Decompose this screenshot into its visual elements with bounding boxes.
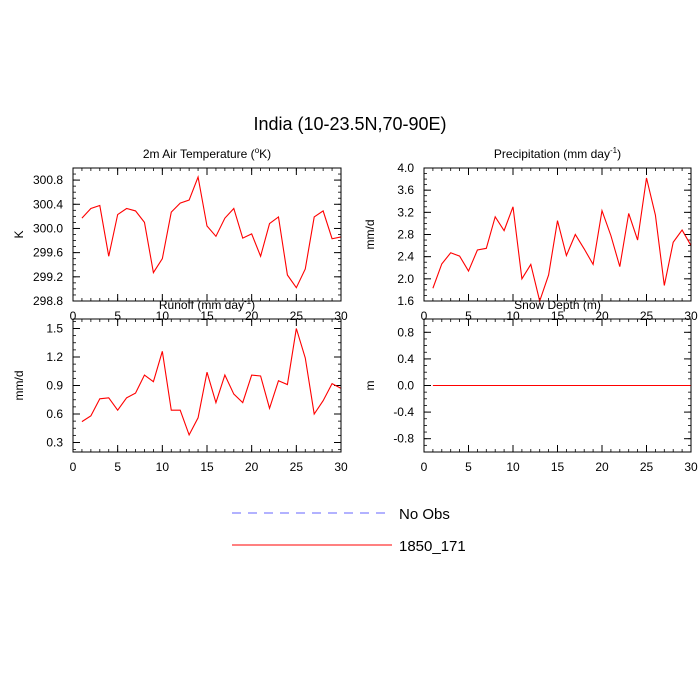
plot-frame	[423, 167, 692, 302]
x-tick-label: 15	[200, 460, 214, 474]
y-tick-label: 300.8	[33, 173, 63, 187]
x-tick-label: 5	[114, 460, 121, 474]
x-tick-label: 10	[156, 460, 170, 474]
panel-title-part: )	[617, 147, 621, 161]
panel-title-part: Precipitation (mm day	[494, 147, 610, 161]
panel-title: Runoff (mm day-1)	[159, 297, 255, 312]
y-tick-label: 2.8	[397, 228, 414, 242]
panel-title-part: 2m Air Temperature (	[143, 147, 255, 161]
y-tick-label: 0.0	[397, 379, 414, 393]
panel-title-part: Snow Depth (m)	[514, 298, 601, 312]
x-tick-label: 15	[551, 460, 565, 474]
x-tick-label: 30	[684, 460, 698, 474]
panel-title: Snow Depth (m)	[514, 298, 601, 312]
x-tick-label: 5	[114, 309, 121, 323]
y-tick-label: 2.4	[397, 250, 414, 264]
x-tick-label: 30	[334, 460, 348, 474]
plot-frame	[423, 318, 692, 453]
x-tick-label: 5	[465, 460, 472, 474]
panel-title: 2m Air Temperature (oK)	[143, 146, 271, 161]
x-tick-label: 25	[640, 460, 654, 474]
panel-title-superscript: o	[255, 146, 260, 155]
y-axis-label: K	[12, 230, 26, 238]
panel-title: Precipitation (mm day-1)	[494, 146, 621, 161]
y-tick-label: 3.2	[397, 205, 414, 219]
y-tick-label: 1.5	[46, 322, 63, 336]
y-tick-label: 0.6	[46, 407, 63, 421]
series-line-1850-171	[81, 175, 342, 289]
y-tick-label: -0.8	[393, 432, 414, 446]
x-tick-label: 25	[290, 460, 304, 474]
panel-title-superscript: -1	[610, 146, 618, 155]
x-tick-label: 10	[506, 460, 520, 474]
y-tick-label: 4.0	[397, 161, 414, 175]
y-axis-label: mm/d	[363, 220, 377, 250]
chart-panel-1: 2m Air Temperature (oK)K0 5 10 15 20 25 30298.…	[12, 146, 348, 323]
chart-panels: 2m Air Temperature (oK) K 0 5 10 15 20 25 30 298.…	[12, 146, 698, 474]
y-tick-label: 0.3	[46, 436, 63, 450]
series-line-1850-171	[81, 328, 342, 437]
legend-label-1850-171: 1850_171	[399, 538, 466, 555]
y-tick-label: 3.6	[397, 183, 414, 197]
x-tick-label: 0	[70, 460, 77, 474]
y-tick-label: 0.4	[397, 352, 414, 366]
plot-frame	[72, 318, 342, 453]
x-tick-label: 20	[245, 460, 259, 474]
legend-label-no-obs: No Obs	[399, 506, 450, 523]
y-tick-label: 1.6	[397, 294, 414, 308]
y-tick-label: 300.4	[33, 197, 63, 211]
plot-frame	[72, 167, 342, 302]
y-tick-label: 299.6	[33, 246, 63, 260]
y-axis-label: m	[363, 381, 377, 391]
chart-panel-4: Snow Depth (m) m 0 5 10 15 20 25 30 -0.8 -0.4 0.0 0.…	[363, 298, 698, 474]
x-tick-label: 0	[70, 309, 77, 323]
y-tick-label: 0.8	[397, 325, 414, 339]
y-tick-label: 2.0	[397, 272, 414, 286]
series-line-1850-171	[432, 177, 692, 303]
panel-title-part: Runoff (mm day	[159, 298, 244, 312]
y-tick-label: 0.9	[46, 379, 63, 393]
x-tick-label: 20	[595, 460, 609, 474]
y-tick-label: -0.4	[393, 405, 414, 419]
y-tick-label: 298.8	[33, 294, 63, 308]
panel-title-part: K)	[259, 147, 271, 161]
chart-panel-3: Runoff (mm day-1) mm/d 0 5 10 15 20 25 30 0.3 0.6 0…	[12, 297, 348, 474]
panel-title-superscript: -1	[244, 297, 252, 306]
y-axis-label: mm/d	[12, 371, 26, 401]
legend: No Obs 1850_171	[232, 506, 466, 555]
panel-title-part: )	[251, 298, 255, 312]
x-tick-label: 0	[421, 460, 428, 474]
x-tick-label: 5	[465, 309, 472, 323]
y-tick-label: 300.0	[33, 221, 63, 235]
y-tick-label: 299.2	[33, 270, 63, 284]
y-tick-label: 1.2	[46, 350, 63, 364]
chart-panel-2: Precipitation (mm day-1)mm/d0 5 10 15 20 25 30…	[363, 146, 698, 323]
figure-title: India (10-23.5N,70-90E)	[253, 114, 446, 134]
x-tick-label: 0	[421, 309, 428, 323]
